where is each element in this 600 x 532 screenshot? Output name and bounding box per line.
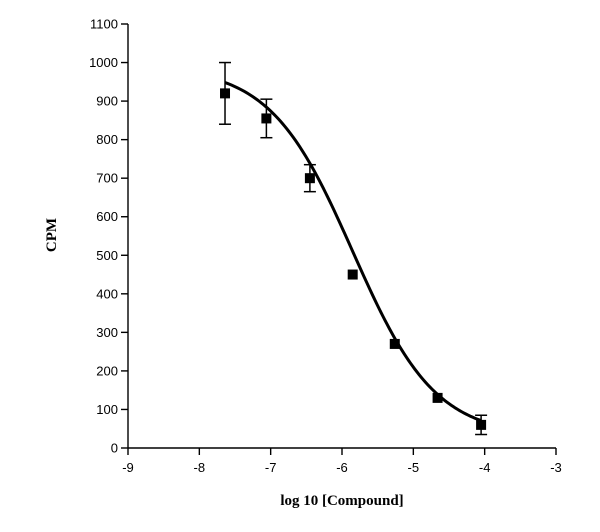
x-tick-label: -6	[336, 460, 348, 475]
data-point	[432, 392, 443, 403]
x-tick-label: -3	[550, 460, 562, 475]
y-tick-label: 900	[96, 94, 118, 109]
y-tick-label: 1000	[89, 55, 118, 70]
y-tick-label: 1100	[90, 17, 118, 32]
data-point	[389, 338, 400, 349]
y-tick-label: 600	[96, 209, 118, 224]
data-point	[220, 88, 231, 99]
y-axis-title: CPM	[44, 218, 60, 252]
data-point	[476, 419, 487, 430]
y-tick-label: 200	[96, 363, 118, 378]
data-point	[347, 269, 358, 280]
x-tick-label: -8	[194, 460, 206, 475]
x-tick-label: -9	[122, 460, 134, 475]
y-tick-label: 800	[96, 132, 118, 147]
x-tick-label: -5	[408, 460, 420, 475]
y-tick-label: 0	[111, 441, 118, 456]
data-points	[219, 61, 488, 436]
x-tick-label: -7	[265, 460, 277, 475]
data-point	[261, 113, 272, 124]
y-tick-label: 500	[96, 248, 118, 263]
y-tick-label: 300	[96, 325, 118, 340]
x-axis: -9 -8 -7 -6 -5 -4 -3	[122, 447, 562, 475]
y-tick-label: 100	[96, 402, 118, 417]
y-tick-label: 400	[96, 286, 118, 301]
y-tick-label: 700	[96, 171, 118, 186]
x-axis-title: log 10 [Compound]	[280, 493, 403, 509]
data-point	[304, 173, 315, 184]
y-axis: 0 100 200 300 400 500 600 700 800 900 1000 1100	[89, 17, 129, 456]
x-tick-label: -4	[479, 460, 491, 475]
fit-curve	[224, 81, 482, 423]
